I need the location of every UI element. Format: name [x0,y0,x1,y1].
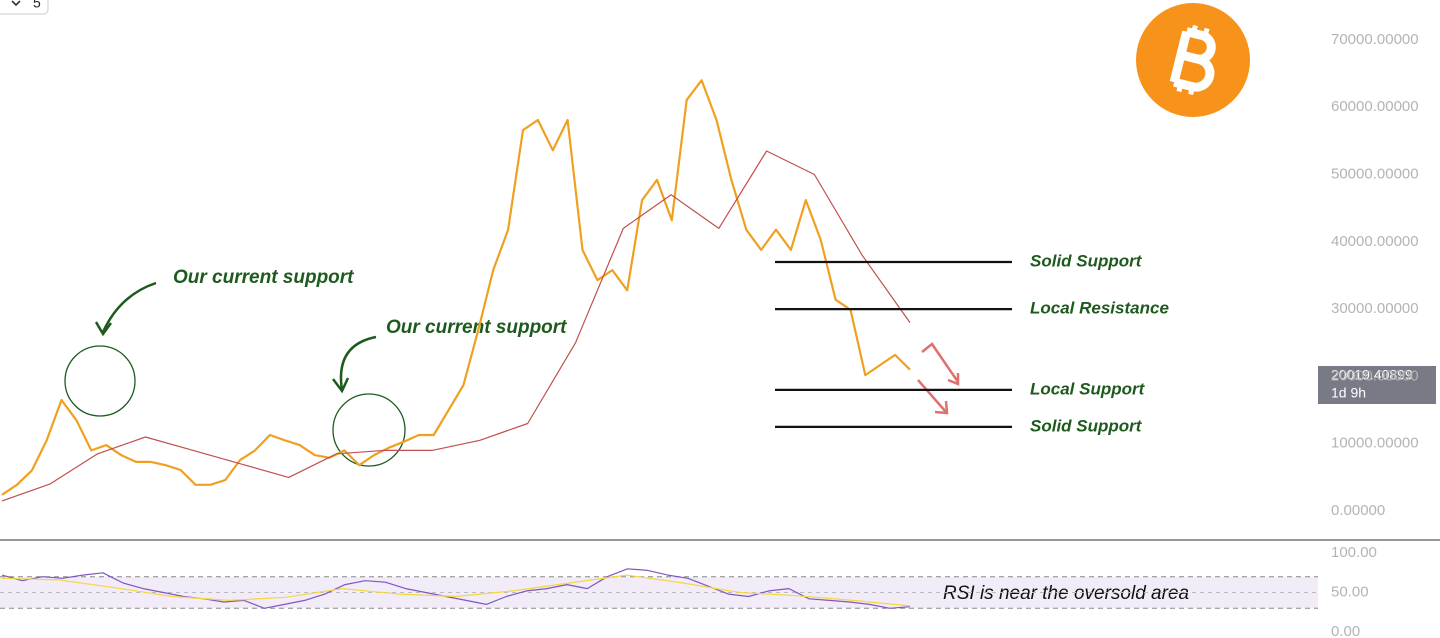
price-label: 20019.40899 [1331,367,1413,383]
y-tick-label: 60000.00000 [1331,98,1419,115]
level-label: Solid Support [1030,416,1143,435]
bitcoin-logo [1136,3,1250,117]
y-tick-label: 0.00 [1331,623,1360,638]
countdown: 1d 9h [1331,385,1366,401]
price-badge [1318,366,1436,404]
arrow-head [332,377,350,394]
arrow [339,335,377,391]
chevron [11,0,21,7]
level-label: Solid Support [1030,252,1143,271]
y-tick-label: 40000.00000 [1331,233,1419,250]
y-tick-label: 50000.00000 [1331,166,1419,183]
annotation: Our current support [386,317,567,338]
interval-selector[interactable] [0,0,49,15]
highlight-circle [332,393,406,467]
level-label: Local Resistance [1030,299,1169,318]
arrow [101,281,157,333]
y-tick-label: 0.00000 [1331,502,1385,519]
level-label: Local Support [1030,379,1146,398]
series-line [1,79,911,496]
highlight-circle [64,345,136,417]
interval-label: 5 [33,0,41,11]
projection-arrows [917,342,960,415]
y-tick-label: 10000.00000 [1331,435,1419,452]
arrow-head [94,321,113,337]
y-tick-label: 100.00 [1331,544,1377,561]
y-tick-label: 50.00 [1331,583,1369,600]
y-tick-label: 30000.00000 [1331,300,1419,317]
series-line [1,150,911,502]
annotation: Our current support [173,267,354,288]
y-tick-label: 70000.00000 [1331,31,1419,48]
rsi-annotation: RSI is near the oversold area [943,583,1189,604]
y-tick-label: 20000.00000 [1331,367,1419,384]
series-line [1,574,911,607]
